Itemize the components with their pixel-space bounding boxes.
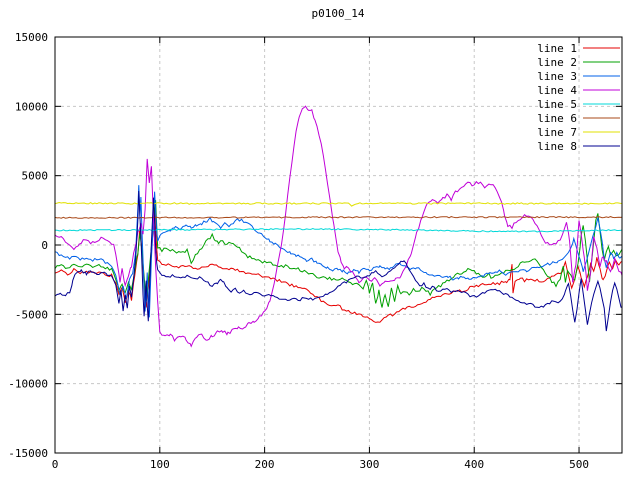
x-tick-label: 100: [150, 458, 170, 471]
y-tick-label: 0: [41, 239, 48, 252]
y-tick-label: 10000: [15, 100, 48, 113]
series-line-8: [54, 190, 623, 332]
y-tick-label: 15000: [15, 31, 48, 44]
legend-label: line 4: [537, 84, 577, 97]
x-tick-label: 500: [569, 458, 589, 471]
legend-label: line 7: [537, 126, 577, 139]
series-line-4: [54, 105, 623, 348]
x-tick-label: 0: [52, 458, 59, 471]
series-line-7: [54, 201, 623, 207]
series-line-3: [54, 185, 623, 318]
x-tick-label: 300: [359, 458, 379, 471]
y-tick-label: -10000: [8, 378, 48, 391]
x-tick-label: 200: [255, 458, 275, 471]
legend-label: line 8: [537, 140, 577, 153]
legend-label: line 6: [537, 112, 577, 125]
x-tick-label: 400: [464, 458, 484, 471]
series-line-6: [54, 216, 623, 219]
y-tick-label: -5000: [15, 308, 48, 321]
legend-label: line 3: [537, 70, 577, 83]
legend-label: line 1: [537, 42, 577, 55]
legend-label: line 5: [537, 98, 577, 111]
y-tick-label: 5000: [22, 170, 49, 183]
chart-title: p0100_14: [311, 7, 365, 20]
series-line-5: [54, 227, 623, 233]
y-tick-label: -15000: [8, 447, 48, 460]
legend-label: line 2: [537, 56, 577, 69]
